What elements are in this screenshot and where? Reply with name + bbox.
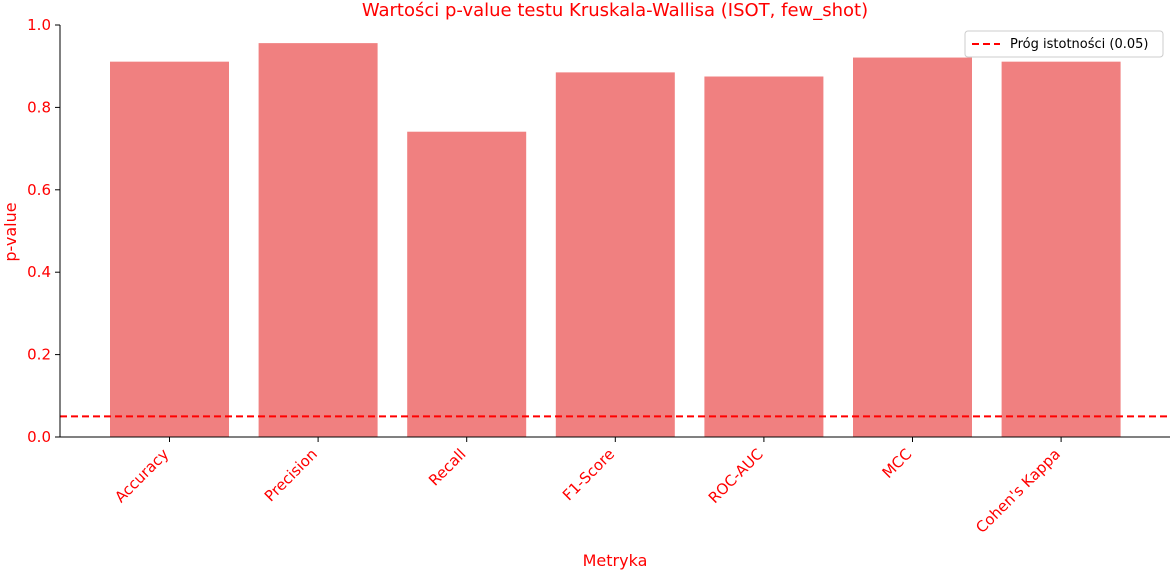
chart-title: Wartości p-value testu Kruskala-Wallisa … [362,0,868,21]
bar-precision [258,43,378,438]
y-axis-ticks: 0.0 0.2 0.4 0.6 0.8 1.0 [27,16,60,446]
y-tick-label: 1.0 [27,16,51,34]
legend: Próg istotności (0.05) [964,30,1164,58]
y-tick-label: 0.6 [27,181,51,199]
y-tick-label: 0.0 [27,428,51,446]
bars [110,43,1121,438]
bar-roc-auc [704,76,824,437]
x-axis-ticks: Accuracy Precision Recall F1-Score ROC-AUC MC… [111,437,1064,537]
x-tick-label: Recall [425,445,469,489]
bar-recall [407,131,527,437]
bar-f1-score [555,72,675,437]
bar-mcc [853,57,972,437]
y-axis-label: p-value [1,202,20,261]
x-tick-label: ROC-AUC [705,445,767,507]
x-tick-label: Accuracy [111,445,172,506]
x-tick-label: F1-Score [559,445,618,504]
legend-threshold-label: Próg istotności (0.05) [1010,37,1149,52]
y-tick-label: 0.4 [27,263,51,281]
x-tick-label: Precision [261,445,321,505]
y-tick-label: 0.2 [27,346,51,364]
x-tick-label: Cohen's Kappa [972,445,1064,537]
x-tick-label: MCC [879,445,916,482]
legend-box [964,30,1164,58]
y-tick-label: 0.8 [27,98,51,116]
x-axis-label: Metryka [583,551,648,570]
bar-cohen-s-kappa [1001,61,1121,437]
bar-accuracy [110,61,229,437]
